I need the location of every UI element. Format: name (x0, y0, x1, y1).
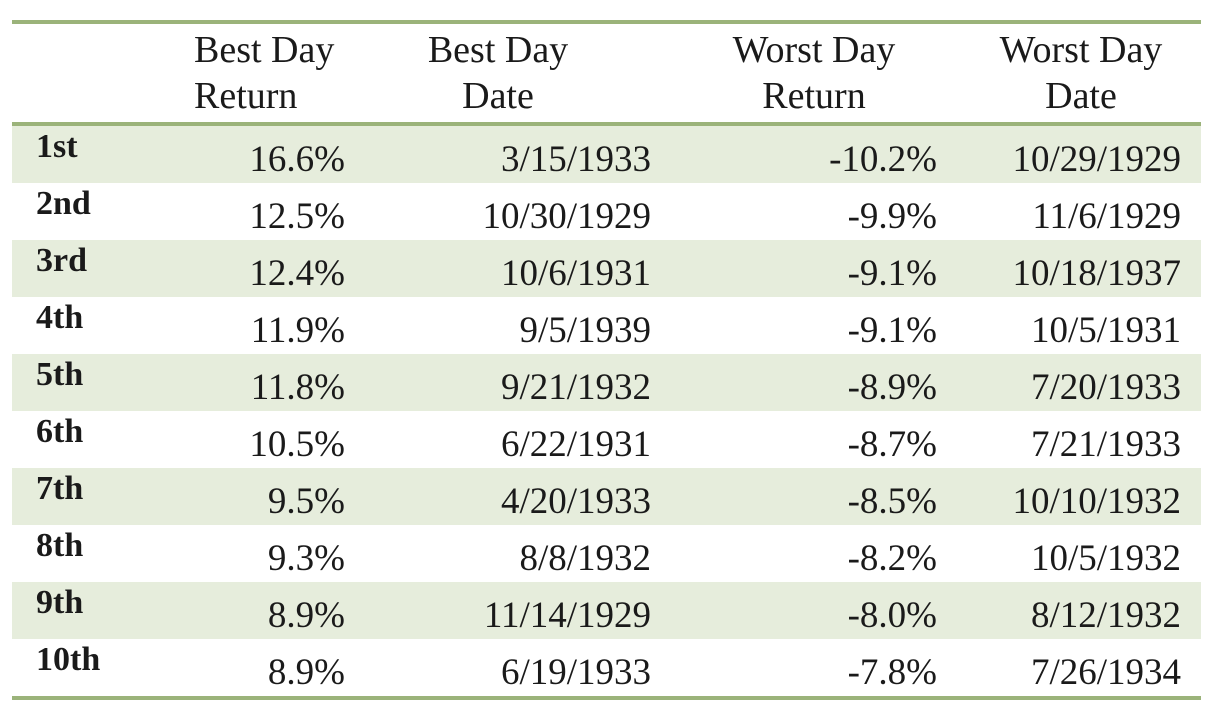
best-return-cell: 9.5% (267, 481, 345, 522)
best-date-cell: 3/15/1933 (500, 139, 651, 180)
worst-date-cell: 7/21/1933 (1030, 424, 1181, 465)
worst-date-cell: 7/26/1934 (1030, 652, 1181, 693)
worst-return-cell: -10.2% (829, 139, 937, 180)
table-row: 8th 9.3% 8/8/1932 -8.2% 10/5/1932 (12, 525, 1201, 582)
rank-cell: 9th (36, 584, 84, 621)
worst-date-cell: 10/10/1932 (1012, 481, 1181, 522)
best-return-cell: 12.4% (249, 253, 345, 294)
best-return-cell: 9.3% (267, 538, 345, 579)
returns-table-container: Best Day Return Best Day Date Worst Day … (12, 20, 1201, 700)
header-rule (12, 122, 1201, 126)
worst-date-cell: 10/29/1929 (1012, 139, 1181, 180)
returns-table: Best Day Return Best Day Date Worst Day … (12, 24, 1201, 122)
table-row: 1st 16.6% 3/15/1933 -10.2% 10/29/1929 (12, 126, 1201, 183)
worst-return-cell: -8.2% (847, 538, 937, 579)
best-date-cell: 10/30/1929 (482, 196, 651, 237)
table-row: 5th 11.8% 9/21/1932 -8.9% 7/20/1933 (12, 354, 1201, 411)
top-rule (12, 20, 1201, 24)
worst-return-cell: -9.1% (847, 310, 937, 351)
best-return-cell: 12.5% (249, 196, 345, 237)
rank-cell: 10th (36, 641, 101, 678)
best-date-cell: 10/6/1931 (500, 253, 651, 294)
bottom-rule (12, 696, 1201, 700)
worst-date-cell: 10/5/1931 (1030, 310, 1181, 351)
worst-date-cell: 10/5/1932 (1030, 538, 1181, 579)
best-date-cell: 9/21/1932 (500, 367, 651, 408)
table-row: 6th 10.5% 6/22/1931 -8.7% 7/21/1933 (12, 411, 1201, 468)
worst-return-cell: -9.9% (847, 196, 937, 237)
best-date-cell: 6/19/1933 (500, 652, 651, 693)
best-return-cell: 16.6% (249, 139, 345, 180)
table-row: 4th 11.9% 9/5/1939 -9.1% 10/5/1931 (12, 297, 1201, 354)
worst-date-cell: 11/6/1929 (1032, 196, 1181, 237)
worst-date-cell: 10/18/1937 (1012, 253, 1181, 294)
returns-table-body: 1st 16.6% 3/15/1933 -10.2% 10/29/1929 2nd 12.5… (12, 126, 1201, 696)
rank-cell: 2nd (36, 185, 91, 222)
table-row: 10th 8.9% 6/19/1933 -7.8% 7/26/1934 (12, 639, 1201, 696)
best-date-cell: 4/20/1933 (500, 481, 651, 522)
rank-cell: 5th (36, 356, 84, 393)
best-return-cell: 10.5% (249, 424, 345, 465)
header-rank (12, 24, 160, 122)
worst-return-cell: -8.0% (847, 595, 937, 636)
rank-cell: 3rd (36, 242, 87, 279)
worst-return-cell: -8.7% (847, 424, 937, 465)
header-best-return: Best Day Return (194, 29, 335, 117)
table-row: 3rd 12.4% 10/6/1931 -9.1% 10/18/1937 (12, 240, 1201, 297)
rank-cell: 8th (36, 527, 84, 564)
header-best-date: Best Day Date (427, 29, 569, 117)
rank-cell: 4th (36, 299, 84, 336)
table-row: 7th 9.5% 4/20/1933 -8.5% 10/10/1932 (12, 468, 1201, 525)
table-header: Best Day Return Best Day Date Worst Day … (12, 24, 1201, 122)
best-return-cell: 11.9% (250, 310, 345, 351)
best-date-cell: 11/14/1929 (483, 595, 651, 636)
best-date-cell: 8/8/1932 (519, 538, 651, 579)
rank-cell: 7th (36, 470, 84, 507)
table-row: 9th 8.9% 11/14/1929 -8.0% 8/12/1932 (12, 582, 1201, 639)
table-row: 2nd 12.5% 10/30/1929 -9.9% 11/6/1929 (12, 183, 1201, 240)
best-return-cell: 8.9% (267, 595, 345, 636)
worst-return-cell: -8.5% (847, 481, 937, 522)
best-return-cell: 8.9% (267, 652, 345, 693)
best-date-cell: 9/5/1939 (519, 310, 651, 351)
worst-return-cell: -9.1% (847, 253, 937, 294)
worst-return-cell: -7.8% (847, 652, 937, 693)
worst-return-cell: -8.9% (847, 367, 937, 408)
best-date-cell: 6/22/1931 (500, 424, 651, 465)
rank-cell: 1st (36, 128, 78, 165)
table-body: 1st 16.6% 3/15/1933 -10.2% 10/29/1929 2nd 12.5… (12, 126, 1201, 696)
best-return-cell: 11.8% (250, 367, 345, 408)
header-worst-return: Worst Day Return (732, 29, 896, 117)
header-worst-date: Worst Day Date (999, 29, 1163, 117)
worst-date-cell: 7/20/1933 (1030, 367, 1181, 408)
rank-cell: 6th (36, 413, 84, 450)
worst-date-cell: 8/12/1932 (1030, 595, 1181, 636)
